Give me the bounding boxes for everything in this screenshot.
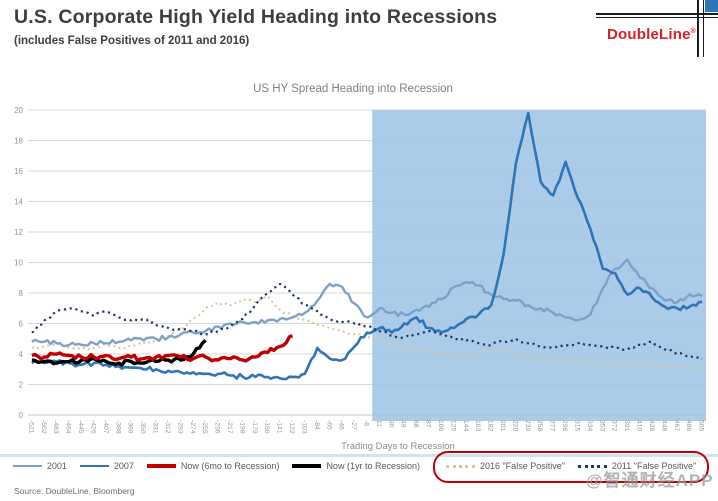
svg-text:372: 372 <box>611 420 618 432</box>
svg-text:-445: -445 <box>77 420 84 434</box>
logo-vertical-line-icon <box>702 0 705 57</box>
svg-text:-502: -502 <box>40 420 47 434</box>
svg-text:8: 8 <box>19 289 24 298</box>
legend-item-2001: 2001 <box>12 461 67 471</box>
svg-text:49: 49 <box>400 420 407 428</box>
svg-text:10: 10 <box>14 258 23 267</box>
svg-text:201: 201 <box>499 420 506 432</box>
svg-text:-179: -179 <box>251 420 258 434</box>
svg-text:-426: -426 <box>89 420 96 434</box>
logo-wordmark: DoubleLine® <box>607 26 697 43</box>
svg-text:16: 16 <box>14 167 23 176</box>
svg-text:-293: -293 <box>176 420 183 434</box>
svg-text:-521: -521 <box>27 420 34 434</box>
svg-text:467: 467 <box>673 420 680 432</box>
svg-text:-312: -312 <box>164 420 171 434</box>
svg-text:-160: -160 <box>263 420 270 434</box>
svg-text:-236: -236 <box>214 420 221 434</box>
svg-text:-483: -483 <box>52 420 59 434</box>
page-title: U.S. Corporate High Yield Heading into R… <box>14 6 498 28</box>
legend-item-2016-false-positive: 2016 "False Positive" <box>445 461 565 471</box>
svg-text:353: 353 <box>598 420 605 432</box>
legend-swatch-now-1yr <box>292 464 322 468</box>
logo-horizontal-line-icon <box>596 13 718 15</box>
source-note: Source: DoubleLine, Bloomberg <box>14 486 135 496</box>
svg-text:6: 6 <box>19 319 24 328</box>
chart-legend: 2001 2007 Now (6mo to Recession) Now (1y… <box>0 451 718 483</box>
legend-divider <box>0 454 718 457</box>
svg-text:125: 125 <box>449 420 456 432</box>
svg-text:-122: -122 <box>288 420 295 434</box>
svg-text:-84: -84 <box>313 420 320 430</box>
svg-text:Trading Days to Recession: Trading Days to Recession <box>341 441 455 452</box>
svg-text:0: 0 <box>19 411 24 420</box>
svg-text:-8: -8 <box>363 420 370 426</box>
svg-text:12: 12 <box>14 228 23 237</box>
svg-text:258: 258 <box>536 420 543 432</box>
svg-text:163: 163 <box>474 420 481 432</box>
svg-text:20: 20 <box>14 106 23 115</box>
logo-blue-square-icon <box>705 0 718 12</box>
svg-text:391: 391 <box>623 420 630 432</box>
svg-text:239: 239 <box>524 420 531 432</box>
svg-text:144: 144 <box>462 420 469 432</box>
svg-text:-65: -65 <box>325 420 332 430</box>
chart-title: US HY Spread Heading into Recession <box>253 83 453 95</box>
legend-item-now-1yr: Now (1yr to Recession) <box>292 461 420 471</box>
svg-text:277: 277 <box>549 420 556 432</box>
svg-text:-198: -198 <box>238 420 245 434</box>
svg-text:2: 2 <box>19 380 24 389</box>
svg-text:448: 448 <box>660 420 667 432</box>
svg-text:-388: -388 <box>114 420 121 434</box>
svg-text:18: 18 <box>14 136 23 145</box>
svg-text:-274: -274 <box>189 420 196 434</box>
logo-vertical-line-icon <box>697 0 699 57</box>
svg-text:-255: -255 <box>201 420 208 434</box>
svg-text:4: 4 <box>19 350 24 359</box>
svg-text:-217: -217 <box>226 420 233 434</box>
svg-text:-103: -103 <box>300 420 307 434</box>
svg-text:-141: -141 <box>276 420 283 434</box>
legend-swatch-now-6mo <box>146 464 176 468</box>
svg-text:30: 30 <box>387 420 394 428</box>
svg-text:334: 334 <box>586 420 593 432</box>
legend-swatch-2007 <box>79 464 109 468</box>
legend-item-2007: 2007 <box>79 461 134 471</box>
watermark: @智通财经APP <box>586 471 714 490</box>
svg-text:-331: -331 <box>152 420 159 434</box>
legend-swatch-2011 <box>577 464 607 468</box>
legend-item-now-6mo: Now (6mo to Recession) <box>146 461 279 471</box>
logo-horizontal-line-icon <box>596 16 718 19</box>
legend-swatch-2001 <box>12 464 42 468</box>
svg-text:-27: -27 <box>350 420 357 430</box>
svg-text:-407: -407 <box>102 420 109 434</box>
svg-text:220: 220 <box>511 420 518 432</box>
svg-text:429: 429 <box>648 420 655 432</box>
false-positives-annotation-box: 2016 "False Positive" 2011 "False Positi… <box>432 451 710 483</box>
svg-text:-464: -464 <box>65 420 72 434</box>
svg-text:-46: -46 <box>338 420 345 430</box>
svg-text:-350: -350 <box>139 420 146 434</box>
svg-text:14: 14 <box>14 197 23 206</box>
svg-text:296: 296 <box>561 420 568 432</box>
page-subtitle: (includes False Positives of 2011 and 20… <box>14 35 250 47</box>
svg-text:410: 410 <box>636 420 643 432</box>
legend-item-2011-false-positive: 2011 "False Positive" <box>577 461 696 471</box>
svg-text:315: 315 <box>573 420 580 432</box>
registered-trademark-icon: ® <box>690 28 697 35</box>
svg-text:68: 68 <box>412 420 419 428</box>
svg-text:505: 505 <box>698 420 705 432</box>
svg-text:-369: -369 <box>127 420 134 434</box>
svg-text:11: 11 <box>375 420 382 427</box>
svg-text:87: 87 <box>425 420 432 428</box>
svg-text:106: 106 <box>437 420 444 432</box>
legend-swatch-2016 <box>445 464 475 468</box>
svg-text:182: 182 <box>487 420 494 432</box>
svg-text:486: 486 <box>685 420 692 432</box>
doubleline-logo: DoubleLine® <box>596 0 718 58</box>
